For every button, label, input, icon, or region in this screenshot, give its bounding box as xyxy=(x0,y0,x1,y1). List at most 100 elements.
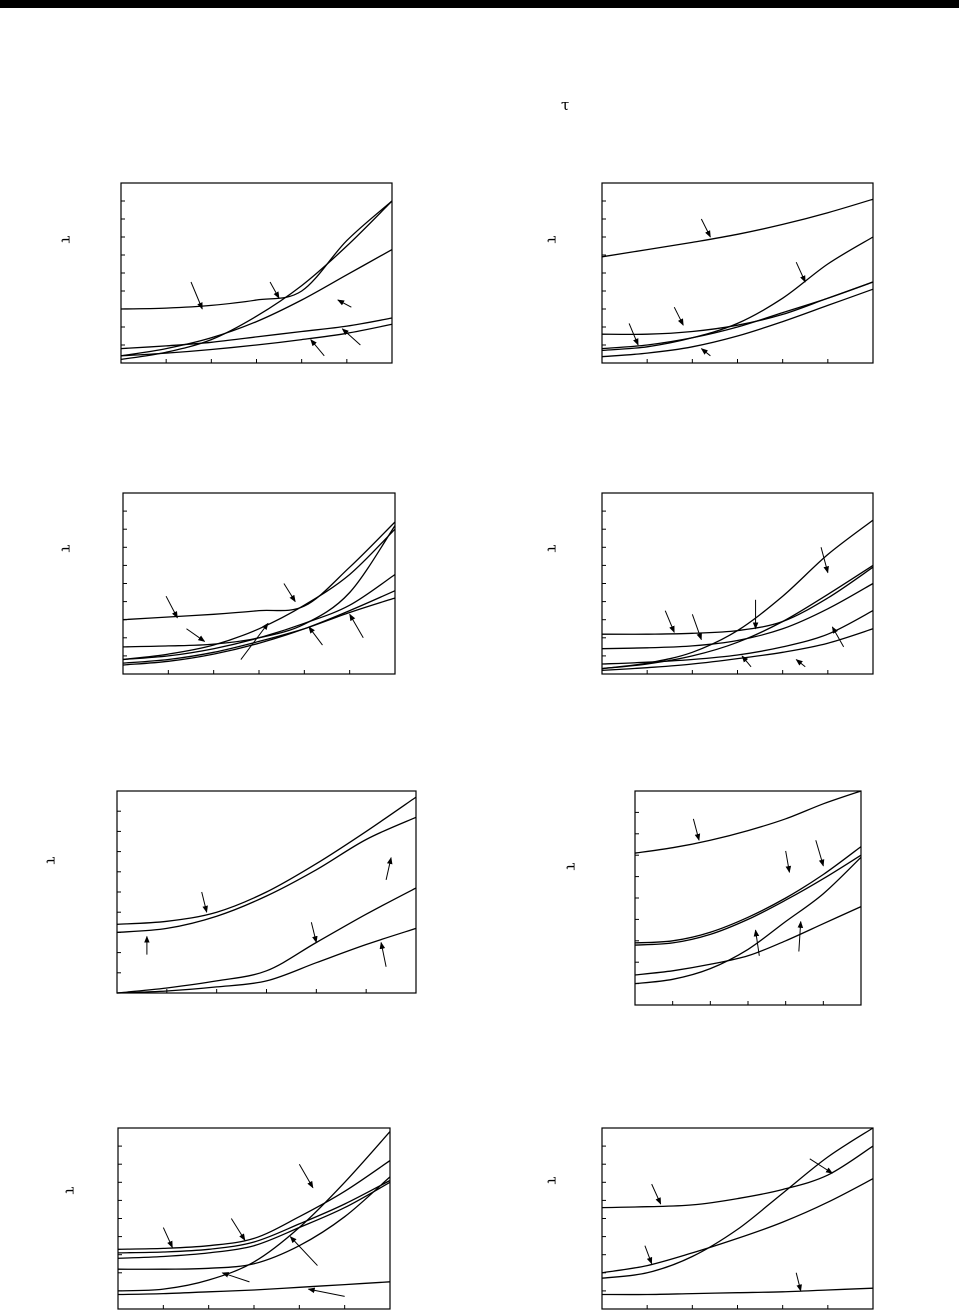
series-line-2 xyxy=(116,816,417,934)
leader-arrow-2 xyxy=(691,614,702,641)
leader-arrow-4 xyxy=(310,922,318,944)
series-line-5 xyxy=(117,1176,391,1270)
header-tau-symbol: τ xyxy=(561,96,570,114)
series-line-1 xyxy=(601,198,874,258)
chart-panel-8 xyxy=(601,1127,874,1310)
leader-arrow-3 xyxy=(644,1245,653,1265)
series-line-1 xyxy=(116,796,417,925)
leader-arrow-2 xyxy=(283,583,296,603)
plot-frame xyxy=(122,492,396,675)
series-line-4 xyxy=(117,1181,391,1259)
axis-symbol-5: τ xyxy=(42,856,61,865)
leader-arrow-2 xyxy=(809,1158,833,1174)
series-line-3 xyxy=(116,887,417,994)
series-line-5 xyxy=(122,590,396,666)
series-line-5 xyxy=(601,610,874,665)
axis-symbol-7: τ xyxy=(61,1186,80,1195)
leader-arrow-2 xyxy=(269,281,280,299)
chart-panel-1 xyxy=(120,182,393,364)
leader-arrow-1 xyxy=(651,1183,662,1205)
top-rule xyxy=(0,0,959,8)
plot-frame xyxy=(601,492,874,675)
series-line-1 xyxy=(634,790,862,854)
series-line-3 xyxy=(117,1179,391,1254)
series-line-1 xyxy=(122,521,396,621)
leader-arrow-7 xyxy=(795,659,806,668)
series-line-4 xyxy=(120,317,393,350)
leader-arrow-1 xyxy=(201,891,208,913)
leader-arrow-3 xyxy=(298,1163,314,1189)
leader-arrow-4 xyxy=(308,626,323,646)
series-line-1 xyxy=(601,1145,874,1209)
chart-panel-6 xyxy=(634,790,862,1006)
series-line-4 xyxy=(116,927,417,994)
leader-arrow-5 xyxy=(310,339,325,357)
axis-symbol-3: τ xyxy=(57,544,76,553)
axis-symbol-8: τ xyxy=(543,1176,562,1185)
series-line-4 xyxy=(601,564,874,670)
axis-symbol-6: τ xyxy=(562,862,581,871)
leader-arrow-3 xyxy=(673,306,684,326)
leader-arrow-5 xyxy=(700,348,711,357)
series-line-2 xyxy=(117,1160,391,1250)
leader-arrow-6 xyxy=(186,628,206,642)
series-line-4 xyxy=(122,573,396,661)
chart-panel-2 xyxy=(601,182,874,364)
chart-panel-7 xyxy=(117,1127,391,1310)
leader-arrow-1 xyxy=(664,610,675,634)
series-line-6 xyxy=(117,1281,391,1296)
series-line-5 xyxy=(120,323,393,357)
series-line-3 xyxy=(601,1178,874,1274)
leader-arrow-5 xyxy=(349,613,364,639)
series-line-2 xyxy=(601,582,874,650)
leader-arrow-4 xyxy=(341,328,361,346)
chart-panel-3 xyxy=(122,492,396,675)
series-line-3 xyxy=(601,236,874,352)
leader-arrow-4 xyxy=(795,1272,802,1292)
leader-arrow-5 xyxy=(831,626,845,648)
series-line-5 xyxy=(601,288,874,358)
leader-arrow-1 xyxy=(165,595,178,619)
plot-frame xyxy=(117,1127,391,1310)
series-line-4 xyxy=(601,1287,874,1296)
series-line-5 xyxy=(634,906,862,976)
leader-arrow-3 xyxy=(820,547,829,574)
series-line-3 xyxy=(122,528,396,661)
series-line-2 xyxy=(601,1127,874,1279)
series-line-1 xyxy=(117,1131,391,1292)
series-line-1 xyxy=(120,200,393,310)
leader-arrow-6 xyxy=(307,1287,345,1297)
leader-arrow-4 xyxy=(289,1236,318,1266)
leader-arrow-3 xyxy=(240,622,269,660)
series-line-3 xyxy=(601,519,874,670)
plot-frame xyxy=(601,1127,874,1310)
plot-frame xyxy=(634,790,862,1006)
leader-arrow-2 xyxy=(385,856,393,880)
leader-arrow-5 xyxy=(379,941,387,967)
leader-arrow-1 xyxy=(190,281,203,310)
leader-arrow-1 xyxy=(700,218,711,238)
axis-symbol-4: τ xyxy=(543,544,562,553)
series-line-2 xyxy=(120,200,393,361)
chart-panel-4 xyxy=(601,492,874,675)
series-line-3 xyxy=(634,854,862,946)
axis-symbol-1: τ xyxy=(57,235,76,244)
leader-arrow-3 xyxy=(337,299,352,308)
leader-arrow-1 xyxy=(692,818,701,841)
leader-arrow-3 xyxy=(815,840,825,867)
leader-arrow-4 xyxy=(753,929,760,956)
series-line-2 xyxy=(634,846,862,944)
leader-arrow-5 xyxy=(797,920,804,952)
series-line-6 xyxy=(122,597,396,664)
leader-arrow-4 xyxy=(628,323,639,346)
series-line-3 xyxy=(120,249,393,357)
axis-symbol-2: τ xyxy=(543,235,562,244)
leader-arrow-2 xyxy=(785,850,792,874)
leader-arrow-5 xyxy=(221,1272,250,1283)
leader-arrow-2 xyxy=(230,1218,246,1241)
leader-arrow-1 xyxy=(162,1227,173,1249)
leader-arrow-2 xyxy=(795,261,806,283)
series-line-1 xyxy=(601,566,874,635)
chart-panel-5 xyxy=(116,790,417,994)
